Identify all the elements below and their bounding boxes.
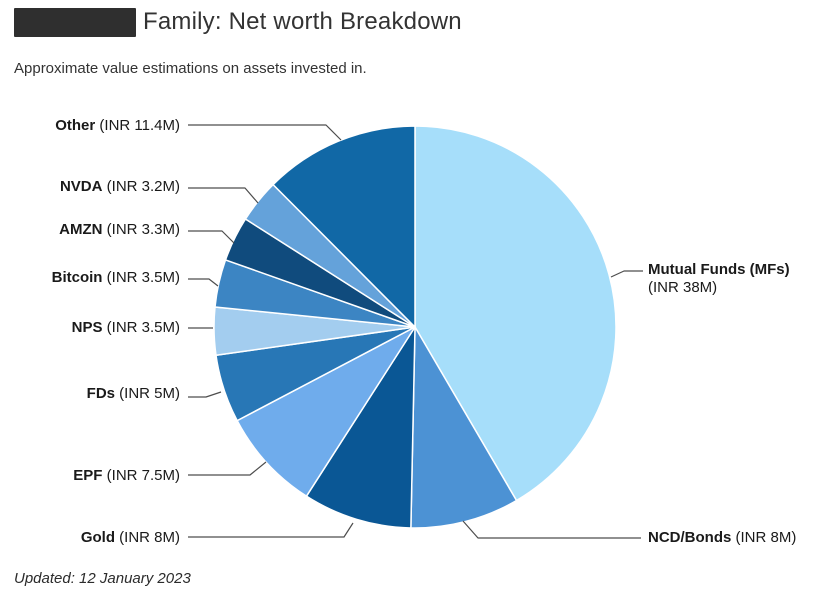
pie-slice-ncd-bonds[interactable] (410, 326, 518, 529)
page-subtitle: Approximate value estimations on assets … (14, 60, 367, 77)
page-title: Family: Net worth Breakdown (143, 8, 462, 35)
updated-date-text: Updated: 12 January 2023 (14, 570, 191, 587)
label-fds-name: FDs (86, 385, 115, 402)
leader-line-nvda (188, 187, 259, 204)
label-other: Other (INR 11.4M) (55, 117, 180, 135)
label-nps-value: (INR 3.5M) (106, 319, 180, 336)
label-mutual-funds-value: (INR 38M) (648, 279, 718, 296)
leader-line-mutual-funds (610, 270, 643, 278)
label-ncd-bonds: NCD/Bonds (INR 8M) (648, 529, 796, 547)
label-bitcoin-name: Bitcoin (51, 269, 103, 286)
label-gold-name: Gold (80, 529, 115, 546)
label-epf-name: EPF (73, 467, 103, 484)
label-bitcoin-value: (INR 3.5M) (106, 269, 180, 286)
label-ncd-bonds-name: NCD/Bonds (648, 529, 732, 546)
pie-slice-epf[interactable] (236, 326, 416, 497)
leader-line-amzn (188, 230, 235, 244)
label-epf: EPF (INR 7.5M) (73, 467, 180, 485)
label-nvda-value: (INR 3.2M) (106, 178, 180, 195)
label-gold: Gold (INR 8M) (81, 529, 180, 547)
label-gold-value: (INR 8M) (119, 529, 180, 546)
label-amzn-name: AMZN (59, 221, 103, 238)
label-nvda-name: NVDA (59, 178, 103, 195)
label-nps: NPS (INR 3.5M) (72, 319, 180, 337)
label-fds: FDs (INR 5M) (87, 385, 180, 403)
label-mutual-funds: Mutual Funds (MFs) (INR 38M) (648, 261, 790, 297)
leader-lines-group (188, 124, 643, 539)
redacted-family-name-block (14, 8, 136, 37)
label-other-name: Other (55, 117, 96, 134)
label-nvda: NVDA (INR 3.2M) (60, 178, 180, 196)
label-epf-value: (INR 7.5M) (106, 467, 180, 484)
leader-line-other (188, 124, 342, 141)
label-other-value: (INR 11.4M) (99, 117, 180, 134)
label-amzn-value: (INR 3.3M) (106, 221, 180, 238)
label-fds-value: (INR 5M) (119, 385, 180, 402)
label-nps-name: NPS (71, 319, 103, 336)
label-amzn: AMZN (INR 3.3M) (59, 221, 180, 239)
pie-slice-gold[interactable] (305, 326, 416, 529)
pie-slice-other[interactable] (272, 125, 416, 328)
leader-line-gold (188, 522, 354, 538)
label-bitcoin: Bitcoin (INR 3.5M) (52, 269, 180, 287)
leader-line-bitcoin (188, 278, 219, 287)
leader-line-fds (188, 391, 222, 398)
leader-line-epf (188, 461, 267, 476)
pie-slices-group (213, 125, 617, 529)
leader-line-ncd-bonds (462, 520, 641, 539)
label-mutual-funds-name: Mutual Funds (MFs) (648, 261, 790, 278)
pie-slice-mutual-funds-mfs[interactable] (414, 125, 617, 502)
label-ncd-bonds-value: (INR 8M) (735, 529, 797, 546)
